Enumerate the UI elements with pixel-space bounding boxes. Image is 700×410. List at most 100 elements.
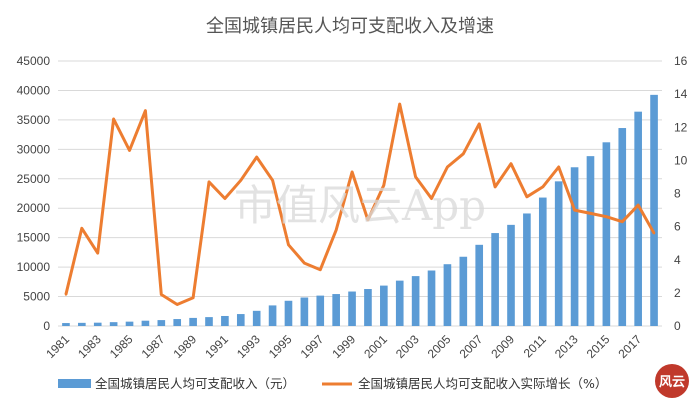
x-tick-label: 1993 bbox=[234, 332, 263, 361]
bar-2016 bbox=[618, 128, 627, 326]
bar-2012 bbox=[554, 181, 563, 326]
legend-bar-label: 全国城镇居民人均可支配收入（元） bbox=[95, 376, 295, 391]
bar-1995 bbox=[284, 300, 293, 326]
bar-2006 bbox=[459, 256, 468, 326]
left-tick-label: 20000 bbox=[17, 201, 51, 215]
right-axis: 0 2 4 6 8 10 12 14 16 bbox=[674, 54, 688, 333]
bar-1982 bbox=[78, 322, 86, 326]
x-tick-label: 1987 bbox=[139, 332, 168, 361]
line-point-1991 bbox=[223, 197, 227, 200]
line-point-2015 bbox=[605, 215, 608, 218]
bar-1992 bbox=[236, 314, 245, 326]
bar-1996 bbox=[300, 297, 309, 326]
left-tick-label: 45000 bbox=[17, 54, 51, 68]
x-tick-label: 2009 bbox=[488, 332, 517, 361]
x-tick-label: 1995 bbox=[266, 332, 295, 361]
right-tick-label: 14 bbox=[674, 87, 688, 101]
watermark-text: 市值风云App bbox=[234, 181, 486, 230]
bar-1981 bbox=[62, 323, 70, 326]
growth-line bbox=[64, 102, 656, 306]
bar-1987 bbox=[157, 320, 166, 326]
bar-2007 bbox=[475, 244, 484, 326]
line-point-2000 bbox=[366, 218, 370, 222]
line-point-2016 bbox=[621, 220, 624, 223]
line-point-1982 bbox=[80, 227, 84, 230]
x-tick-label: 1981 bbox=[43, 332, 72, 361]
x-tick-label: 2015 bbox=[584, 332, 613, 361]
x-tick-label: 1983 bbox=[75, 332, 104, 361]
x-tick-label: 2001 bbox=[361, 332, 390, 361]
bar-2004 bbox=[427, 270, 436, 326]
seal-logo: 风云 bbox=[655, 364, 689, 398]
bar-2015 bbox=[602, 142, 611, 326]
chart-title: 全国城镇居民人均可支配收入及增速 bbox=[206, 16, 494, 37]
bar-2009 bbox=[507, 224, 515, 326]
x-tick-label: 1999 bbox=[329, 332, 358, 361]
left-axis: 0 5000 10000 15000 20000 25000 30000 35000 40000… bbox=[17, 54, 51, 333]
line-point-1988 bbox=[176, 303, 179, 306]
line-point-1997 bbox=[319, 268, 322, 271]
line-point-1983 bbox=[96, 251, 99, 255]
bar-2013 bbox=[570, 167, 579, 326]
right-tick-label: 12 bbox=[674, 120, 688, 134]
bar-1993 bbox=[252, 310, 261, 326]
line-point-2018 bbox=[652, 232, 656, 235]
seal-text: 风云 bbox=[659, 375, 685, 390]
line-point-1985 bbox=[128, 149, 131, 152]
line-point-1993 bbox=[255, 155, 258, 159]
x-tick-label: 2003 bbox=[393, 332, 422, 361]
x-tick-label: 2005 bbox=[425, 332, 454, 361]
bar-1985 bbox=[125, 321, 134, 326]
bar-2003 bbox=[411, 276, 420, 326]
line-point-2009 bbox=[509, 162, 513, 165]
line-point-2003 bbox=[414, 175, 417, 179]
legend-line-label: 全国城镇居民人均可支配收入实际增长（%） bbox=[358, 376, 607, 391]
x-tick-label: 2017 bbox=[615, 332, 644, 361]
line-point-2008 bbox=[493, 185, 497, 189]
line-point-1994 bbox=[271, 179, 274, 182]
x-tick-label: 1997 bbox=[298, 332, 327, 361]
bar-2000 bbox=[364, 289, 372, 326]
line-point-1992 bbox=[239, 179, 242, 182]
x-tick-label: 2007 bbox=[457, 332, 486, 361]
bar-2014 bbox=[586, 156, 595, 326]
bar-1998 bbox=[332, 294, 340, 326]
bar-1991 bbox=[221, 315, 229, 326]
bar-2005 bbox=[443, 264, 452, 326]
line-point-1987 bbox=[160, 293, 163, 296]
bar-2011 bbox=[538, 197, 547, 326]
left-tick-label: 35000 bbox=[17, 113, 51, 127]
left-tick-label: 25000 bbox=[17, 172, 51, 186]
bar-1983 bbox=[93, 322, 102, 326]
line-point-1999 bbox=[350, 170, 354, 174]
right-tick-label: 8 bbox=[674, 187, 681, 201]
line-point-1981 bbox=[64, 293, 68, 296]
line-point-2013 bbox=[573, 208, 576, 212]
line-point-2011 bbox=[541, 185, 544, 189]
left-tick-label: 10000 bbox=[17, 260, 51, 274]
bar-2017 bbox=[634, 111, 642, 326]
line-point-2005 bbox=[446, 165, 449, 169]
x-axis: 1981 1983 1985 1987 1989 1991 1993 1995 1997 1999… bbox=[43, 332, 644, 361]
left-tick-label: 30000 bbox=[17, 142, 51, 156]
bar-1989 bbox=[189, 317, 197, 326]
line-point-2010 bbox=[525, 195, 529, 199]
right-tick-label: 10 bbox=[674, 153, 688, 167]
bar-1999 bbox=[348, 291, 356, 326]
bar-2001 bbox=[380, 285, 388, 326]
line-point-2001 bbox=[382, 184, 386, 187]
line-point-1984 bbox=[112, 117, 115, 121]
bar-1984 bbox=[109, 322, 118, 326]
right-tick-label: 0 bbox=[674, 319, 681, 333]
line-point-1995 bbox=[287, 243, 290, 247]
x-tick-label: 2013 bbox=[552, 332, 581, 361]
x-tick-label: 2011 bbox=[521, 332, 549, 360]
x-tick-label: 1985 bbox=[107, 332, 136, 361]
line-point-2007 bbox=[478, 122, 481, 126]
right-tick-label: 16 bbox=[674, 54, 688, 68]
legend-bar-swatch bbox=[58, 379, 91, 388]
line-point-1989 bbox=[191, 296, 195, 300]
x-tick-label: 1989 bbox=[170, 332, 199, 361]
bar-1988 bbox=[173, 319, 182, 326]
